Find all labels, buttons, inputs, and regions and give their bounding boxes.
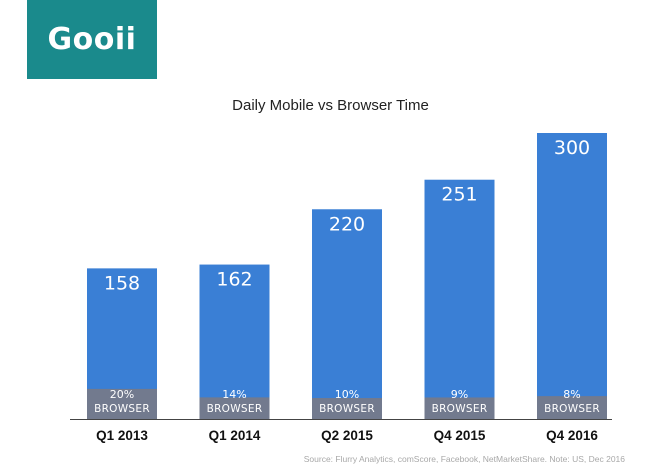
browser-share-label: 9%	[451, 388, 468, 401]
x-tick-label: Q1 2014	[209, 428, 261, 443]
data-label: 251	[441, 184, 477, 206]
bar-browser-segment	[199, 397, 270, 419]
data-label: 158	[104, 272, 140, 294]
bar-mobile	[312, 209, 382, 419]
browser-share-label: 10%	[335, 388, 359, 401]
data-label: 162	[216, 269, 252, 291]
bar-mobile	[424, 179, 495, 419]
browser-segment-label: BROWSER	[207, 403, 263, 415]
x-tick-label: Q2 2015	[321, 428, 373, 443]
logo-text: Gooii	[47, 22, 137, 57]
bar-browser-segment	[424, 397, 495, 419]
x-tick-label: Q1 2013	[96, 428, 148, 443]
browser-share-label: 14%	[222, 388, 246, 401]
browser-segment-label: BROWSER	[319, 403, 375, 415]
data-label: 220	[329, 213, 365, 235]
bar-mobile	[199, 264, 270, 419]
bar-browser-segment	[312, 398, 382, 419]
browser-segment-label: BROWSER	[432, 403, 488, 415]
browser-segment-label: BROWSER	[544, 403, 600, 415]
chart-title: Daily Mobile vs Browser Time	[232, 97, 429, 114]
bar-browser-segment	[537, 396, 607, 419]
x-tick-label: Q4 2015	[434, 428, 486, 443]
bar-mobile	[537, 133, 607, 419]
browser-segment-label: BROWSER	[94, 403, 150, 415]
browser-share-label: 8%	[563, 388, 580, 401]
bar-browser-segment	[87, 388, 157, 419]
browser-share-label: 20%	[110, 388, 134, 401]
data-label: 300	[554, 137, 590, 159]
brand-logo: Gooii	[27, 0, 157, 79]
x-tick-label: Q4 2016	[546, 428, 598, 443]
source-note: Source: Flurry Analytics, comScore, Face…	[303, 454, 625, 464]
